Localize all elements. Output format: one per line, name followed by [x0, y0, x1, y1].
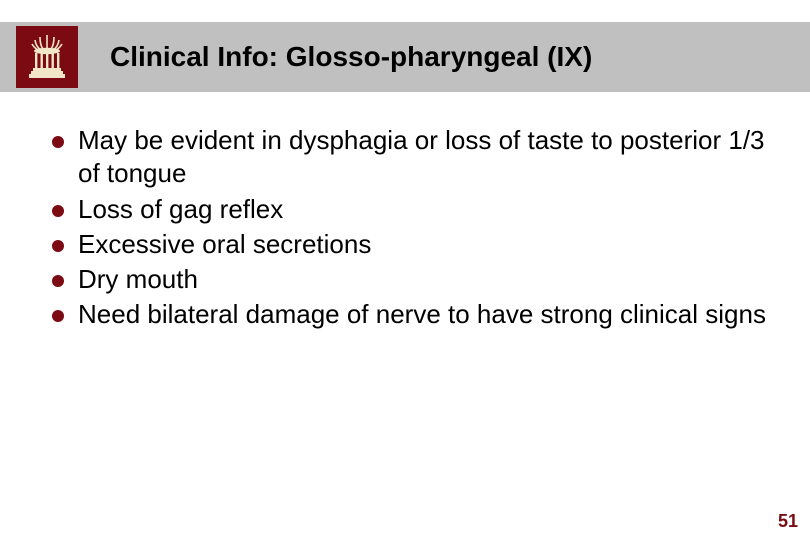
- bullet-text: Dry mouth: [78, 263, 198, 296]
- slide-title: Clinical Info: Glosso-pharyngeal (IX): [110, 41, 592, 73]
- list-item: Loss of gag reflex: [48, 193, 770, 226]
- bullet-list: May be evident in dysphagia or loss of t…: [48, 124, 770, 334]
- page-number: 51: [778, 511, 798, 532]
- title-bar: Clinical Info: Glosso-pharyngeal (IX): [0, 22, 810, 92]
- list-item: Dry mouth: [48, 263, 770, 296]
- logo-box: [16, 26, 78, 88]
- list-item: Excessive oral secretions: [48, 228, 770, 261]
- bullet-text: Need bilateral damage of nerve to have s…: [78, 298, 766, 331]
- bullet-icon: [52, 205, 64, 217]
- list-item: Need bilateral damage of nerve to have s…: [48, 298, 770, 331]
- bullet-text: Loss of gag reflex: [78, 193, 283, 226]
- slide-container: Clinical Info: Glosso-pharyngeal (IX) Ma…: [0, 0, 810, 540]
- bullet-icon: [52, 240, 64, 252]
- bullet-text: Excessive oral secretions: [78, 228, 371, 261]
- list-item: May be evident in dysphagia or loss of t…: [48, 124, 770, 191]
- bullet-icon: [52, 275, 64, 287]
- bullet-text: May be evident in dysphagia or loss of t…: [78, 124, 770, 191]
- bullet-icon: [52, 136, 64, 148]
- bullet-icon: [52, 310, 64, 322]
- university-crest-icon: [21, 31, 73, 83]
